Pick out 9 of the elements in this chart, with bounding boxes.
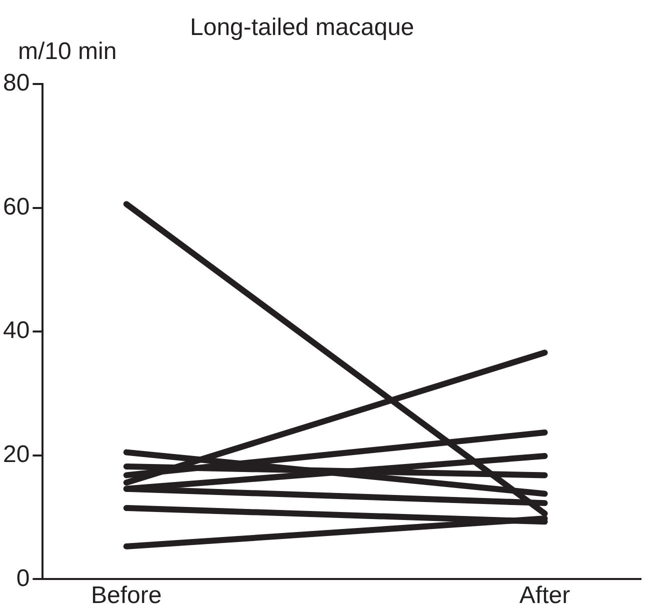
y-tick-label: 60 (2, 193, 30, 220)
y-tick-label: 40 (2, 317, 30, 344)
chart-title: Long-tailed macaque (190, 14, 414, 42)
x-tick-label: After (519, 582, 570, 610)
x-tick-label: Before (91, 582, 162, 610)
y-tick-label: 0 (16, 564, 30, 592)
y-tick-label: 20 (2, 441, 30, 468)
y-tick-label: 80 (2, 70, 30, 97)
y-axis-title: m/10 min (18, 38, 117, 66)
